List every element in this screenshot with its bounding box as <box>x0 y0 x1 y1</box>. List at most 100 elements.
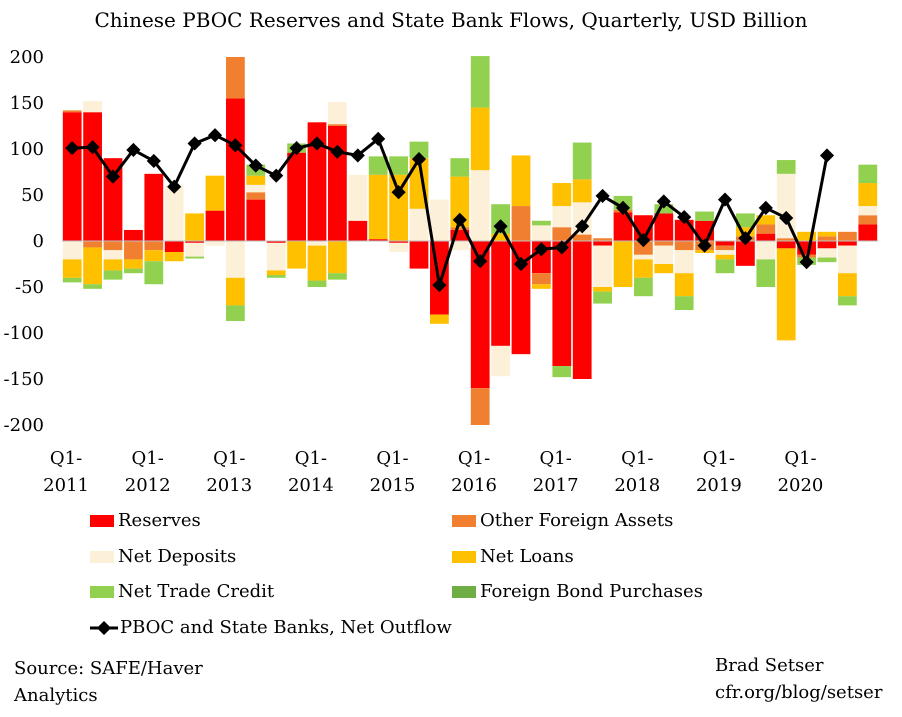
bar-segment-net-trade-credit <box>307 280 327 287</box>
x-tick-label-top: Q1- <box>376 448 408 469</box>
bar-segment-net-deposits <box>62 241 82 260</box>
bar-segment-reserves <box>164 241 184 253</box>
net-outflow-marker <box>758 200 773 215</box>
bar-segment-net-loans <box>83 247 102 285</box>
y-tick-label: -100 <box>4 323 44 344</box>
bar-segment-net-deposits <box>593 245 612 287</box>
net-outflow-marker <box>554 240 569 255</box>
net-outflow-marker <box>595 188 610 203</box>
legend-label-foreign-bond-purchases: Foreign Bond Purchases <box>480 581 703 602</box>
net-outflow-marker <box>493 219 508 234</box>
bar-segment-net-deposits <box>164 185 184 241</box>
net-outflow-marker <box>371 131 386 146</box>
bar-segment-net-deposits <box>776 173 796 239</box>
bar-segment-net-deposits <box>654 245 674 264</box>
bar-segment-reserves <box>511 241 531 355</box>
bar-segment-net-loans <box>756 215 776 225</box>
bar-segment-other-foreign-assets <box>83 241 102 248</box>
bar-segment-net-loans <box>368 174 388 240</box>
legend-label-other-foreign-assets: Other Foreign Assets <box>480 510 674 531</box>
net-outflow-marker <box>819 148 835 163</box>
net-outflow-marker <box>779 210 794 226</box>
bar-segment-net-loans <box>511 155 531 207</box>
bar-segment-net-deposits <box>552 206 572 228</box>
bar-segment-reserves <box>368 239 388 241</box>
net-outflow-marker <box>799 255 814 270</box>
bar-segment-other-foreign-assets <box>715 245 735 251</box>
net-outflow-line <box>72 133 829 286</box>
bar-segment-reserves <box>450 229 470 241</box>
bar-segment-reserves <box>266 241 286 243</box>
bar-segment-reserves <box>817 241 837 249</box>
bar-segment-reserves <box>654 213 674 241</box>
bar-segment-net-deposits <box>409 208 429 241</box>
bar-segment-net-trade-credit <box>634 277 653 297</box>
bar-segment-net-trade-credit <box>532 220 551 226</box>
source-line-2: Analytics <box>14 685 98 706</box>
bar-segment-reserves <box>736 241 755 266</box>
bar-segment-net-trade-credit <box>572 142 592 180</box>
legend-label-net-trade-credit: Net Trade Credit <box>118 581 275 602</box>
bar-segment-net-deposits <box>226 241 245 278</box>
bar-segment-net-trade-credit <box>226 305 245 322</box>
bar-segment-other-foreign-assets <box>62 110 82 113</box>
net-outflow-marker <box>411 152 427 167</box>
y-tick-label: -50 <box>15 277 44 298</box>
bar-segment-reserves <box>185 241 204 243</box>
bar-segment-net-loans <box>572 179 592 203</box>
bar-segment-net-deposits <box>266 242 286 271</box>
bar-segment-net-trade-credit <box>144 261 164 285</box>
net-outflow-marker <box>575 219 590 234</box>
bar-segment-net-deposits <box>307 241 327 246</box>
bar-segment-reserves <box>348 220 368 241</box>
bar-segment-other-foreign-assets <box>817 236 837 241</box>
bar-segment-net-deposits <box>450 241 470 251</box>
bar-segment-other-foreign-assets <box>572 234 592 241</box>
bar-segment-net-deposits <box>103 250 123 260</box>
bar-segment-net-deposits <box>430 199 449 241</box>
net-outflow-marker <box>289 141 304 156</box>
x-tick-label-top: Q1- <box>295 448 327 469</box>
author-name: Brad Setser <box>715 655 824 676</box>
bar-segment-net-trade-credit <box>756 259 776 287</box>
net-outflow-marker <box>167 179 182 194</box>
bar-segment-reserves <box>409 241 429 269</box>
bar-segment-net-loans <box>654 264 674 274</box>
bar-segment-net-trade-credit <box>736 213 755 228</box>
bar-segment-net-loans <box>226 277 245 306</box>
bar-segment-net-trade-credit <box>695 211 714 221</box>
bar-segment-other-foreign-assets <box>552 227 572 241</box>
bar-segment-reserves <box>246 199 266 241</box>
y-tick-label: 50 <box>21 185 44 206</box>
net-outflow-marker <box>717 192 733 207</box>
x-tick-label-bottom: 2019 <box>696 475 742 496</box>
bar-segment-reserves <box>715 241 735 246</box>
bar-segment-net-loans <box>103 259 123 271</box>
legend-item-net-loans: Net Loans <box>452 546 574 567</box>
bar-segment-net-loans <box>62 259 82 278</box>
x-tick-label-top: Q1- <box>458 448 490 469</box>
bar-segment-reserves <box>613 212 633 241</box>
bar-segment-reserves <box>83 112 102 241</box>
chart-title: Chinese PBOC Reserves and State Bank Flo… <box>94 8 808 32</box>
bar-segment-other-foreign-assets <box>858 215 878 225</box>
bar-segment-other-foreign-assets <box>450 227 470 230</box>
bar-segment-net-trade-credit <box>185 256 204 259</box>
bar-segment-net-loans <box>593 287 612 292</box>
bar-segment-reserves <box>552 241 572 367</box>
x-tick-label-top: Q1- <box>213 448 245 469</box>
bar-segment-net-loans <box>287 241 306 269</box>
net-outflow-marker <box>513 256 529 272</box>
bar-segment-other-foreign-assets <box>511 206 531 241</box>
x-tick-label-bottom: 2020 <box>778 475 824 496</box>
legend-swatch-net-loans <box>452 551 476 563</box>
x-tick-label-top: Q1- <box>784 448 816 469</box>
legend-swatch-net-deposits <box>90 551 114 563</box>
net-outflow-marker <box>391 185 406 200</box>
bar-segment-net-deposits <box>858 206 878 216</box>
bar-segment-net-deposits <box>532 225 551 241</box>
legend-label-net-loans: Net Loans <box>480 546 574 567</box>
bar-segment-reserves <box>756 233 776 241</box>
net-outflow-marker <box>615 200 631 215</box>
bar-segment-other-foreign-assets <box>124 241 143 260</box>
